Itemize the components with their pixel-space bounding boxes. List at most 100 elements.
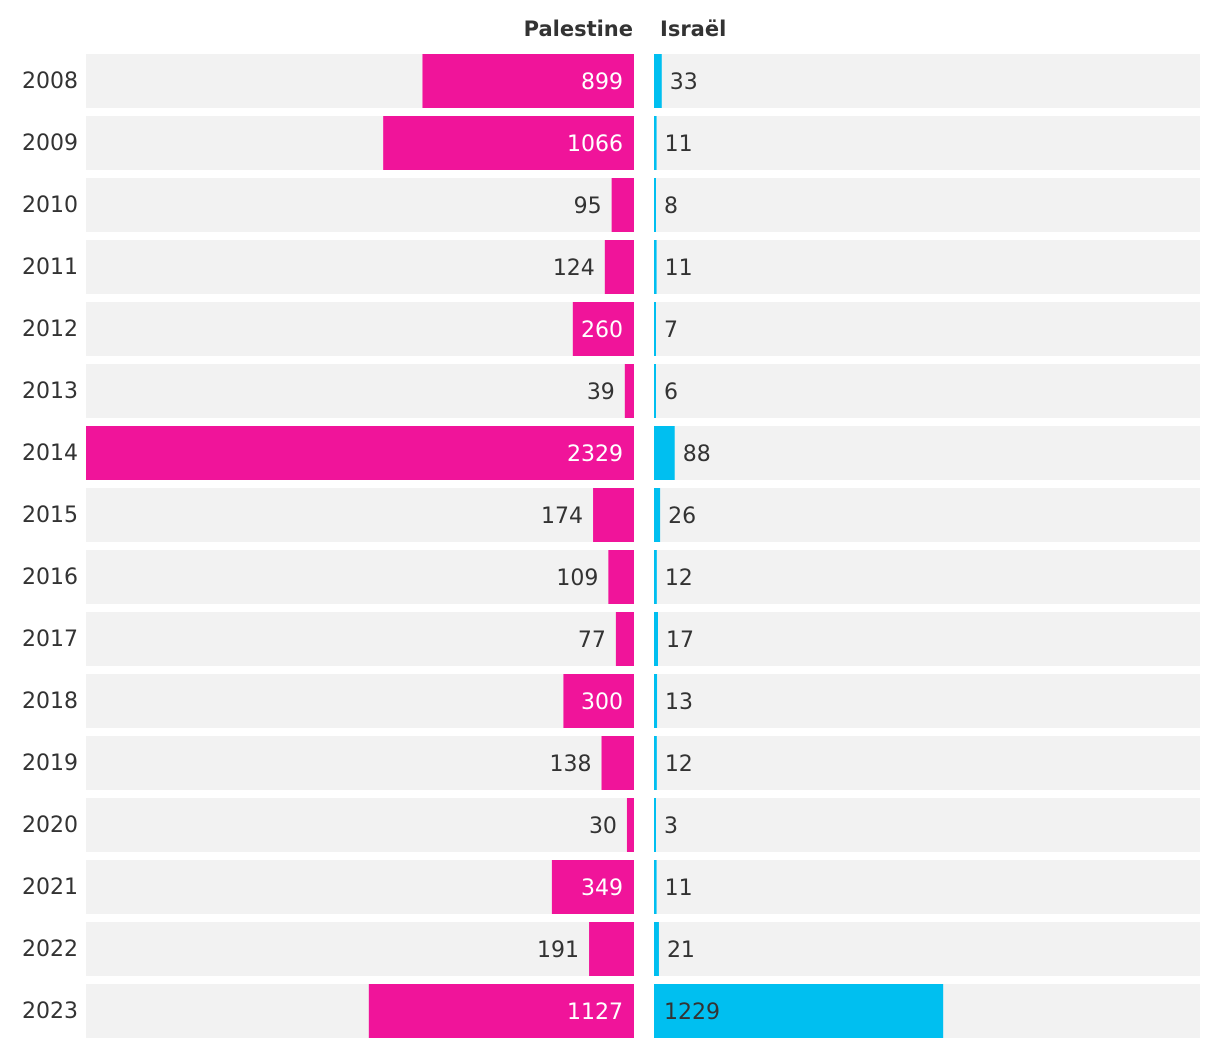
- bar-palestine: [86, 426, 634, 480]
- row-background-left: [86, 302, 634, 356]
- row-background-right: [654, 922, 1200, 976]
- row-background-left: [86, 178, 634, 232]
- value-label-palestine: 300: [581, 690, 623, 715]
- year-label: 2023: [22, 999, 78, 1024]
- value-label-palestine: 1127: [567, 1000, 623, 1025]
- year-label: 2022: [22, 937, 78, 962]
- row-background-left: [86, 488, 634, 542]
- year-label: 2019: [22, 751, 78, 776]
- value-label-palestine: 77: [578, 628, 606, 653]
- row-background-right: [654, 116, 1200, 170]
- year-label: 2017: [22, 627, 78, 652]
- row-background-right: [654, 612, 1200, 666]
- row-background-right: [654, 54, 1200, 108]
- bar-israel: [654, 798, 656, 852]
- year-label: 2011: [22, 255, 78, 280]
- row-background-right: [654, 240, 1200, 294]
- value-label-palestine: 138: [550, 752, 592, 777]
- bar-israel: [654, 426, 675, 480]
- year-label: 2021: [22, 875, 78, 900]
- bar-israel: [654, 116, 657, 170]
- bar-israel: [654, 240, 657, 294]
- bar-israel: [654, 54, 662, 108]
- bar-israel: [654, 922, 659, 976]
- value-label-israel: 11: [665, 132, 693, 157]
- bar-israel: [654, 860, 657, 914]
- bar-palestine: [608, 550, 634, 604]
- bar-palestine: [615, 612, 634, 666]
- bar-israel: [654, 984, 944, 1038]
- row-background-right: [654, 674, 1200, 728]
- value-label-israel: 7: [664, 318, 678, 343]
- value-label-israel: 26: [668, 504, 696, 529]
- value-label-israel: 17: [666, 628, 694, 653]
- row-background-right: [654, 488, 1200, 542]
- bar-palestine: [551, 860, 634, 914]
- bar-israel: [654, 364, 656, 418]
- value-label-palestine: 2329: [567, 442, 623, 467]
- value-label-palestine: 899: [581, 70, 623, 95]
- value-label-palestine: 1066: [567, 132, 623, 157]
- bar-palestine: [589, 922, 634, 976]
- row-background-left: [86, 860, 634, 914]
- year-label: 2009: [22, 131, 78, 156]
- value-label-israel: 6: [664, 380, 678, 405]
- row-background-right: [654, 302, 1200, 356]
- value-label-israel: 3: [664, 814, 678, 839]
- row-background-right: [654, 860, 1200, 914]
- row-background-left: [86, 736, 634, 790]
- value-label-israel: 1229: [664, 1000, 720, 1025]
- value-label-israel: 21: [667, 938, 695, 963]
- value-label-palestine: 124: [553, 256, 595, 281]
- year-label: 2014: [22, 441, 78, 466]
- bar-palestine: [604, 240, 634, 294]
- year-label: 2008: [22, 69, 78, 94]
- bar-israel: [654, 612, 658, 666]
- value-label-palestine: 39: [587, 380, 615, 405]
- bar-palestine: [383, 116, 634, 170]
- year-label: 2012: [22, 317, 78, 342]
- row-background-left: [86, 798, 634, 852]
- value-label-israel: 11: [665, 876, 693, 901]
- bar-palestine: [611, 178, 634, 232]
- legend-palestine-label: Palestine: [524, 17, 633, 41]
- value-label-palestine: 30: [589, 814, 617, 839]
- row-background-right: [654, 364, 1200, 418]
- row-background-right: [654, 426, 1200, 480]
- row-background-left: [86, 550, 634, 604]
- row-background-right: [654, 798, 1200, 852]
- row-background-left: [86, 240, 634, 294]
- bar-palestine: [422, 54, 634, 108]
- value-label-israel: 12: [665, 566, 693, 591]
- chart-rows: 2008 899 33 2009 1066 11 2010 95 8 2011 124 11 2012 2…: [22, 54, 1200, 1038]
- year-label: 2018: [22, 689, 78, 714]
- bar-palestine: [572, 302, 634, 356]
- bar-israel: [654, 302, 656, 356]
- bar-palestine: [368, 984, 634, 1038]
- value-label-palestine: 95: [574, 194, 602, 219]
- row-background-left: [86, 364, 634, 418]
- bar-palestine: [624, 364, 634, 418]
- row-background-left: [86, 674, 634, 728]
- bar-israel: [654, 178, 656, 232]
- bar-palestine: [601, 736, 634, 790]
- bar-israel: [654, 488, 661, 542]
- value-label-palestine: 109: [556, 566, 598, 591]
- value-label-palestine: 260: [581, 318, 623, 343]
- year-label: 2016: [22, 565, 78, 590]
- year-label: 2020: [22, 813, 78, 838]
- value-label-israel: 88: [683, 442, 711, 467]
- legend-israel-label: Israël: [660, 17, 726, 41]
- year-label: 2010: [22, 193, 78, 218]
- bar-palestine: [626, 798, 634, 852]
- year-label: 2015: [22, 503, 78, 528]
- value-label-palestine: 191: [537, 938, 579, 963]
- value-label-palestine: 174: [541, 504, 583, 529]
- value-label-palestine: 349: [581, 876, 623, 901]
- bar-palestine: [593, 488, 634, 542]
- bar-israel: [654, 550, 657, 604]
- value-label-israel: 13: [665, 690, 693, 715]
- year-label: 2013: [22, 379, 78, 404]
- row-background-right: [654, 550, 1200, 604]
